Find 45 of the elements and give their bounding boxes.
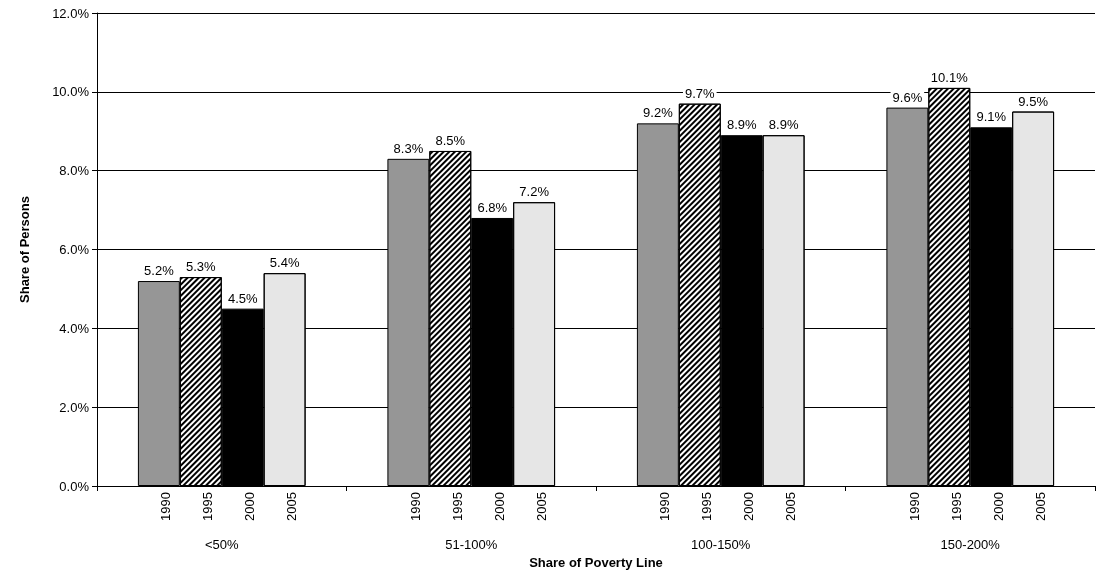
data-label: 8.5% [435,132,466,148]
data-label: 5.3% [185,259,217,275]
data-label: 9.2% [643,105,674,121]
text: 2005 [533,492,549,521]
data-label: 8.9% [726,117,757,133]
text: 2000 [491,492,507,521]
text: 2005 [783,492,799,521]
y-tick-label: 12.0% [52,5,90,21]
x-axis-title: Share of Poverty Line [529,554,663,570]
x-tick-label: 150-200% [940,537,1001,552]
text: 1990 [906,492,922,521]
text: 1990 [407,492,423,521]
y-tick-label: 8.0% [59,163,90,179]
data-label: 6.8% [477,199,508,215]
data-label: 10.1% [930,69,969,85]
data-label: 5.4% [269,255,300,271]
y-tick-label: 6.0% [59,242,90,257]
text: 2000 [741,492,757,521]
text: 2005 [284,492,300,521]
text: 2000 [990,492,1006,521]
x-tick-label: <50% [204,537,239,552]
text: 2000 [242,492,258,521]
text: 1995 [699,492,715,521]
data-label: 5.2% [144,263,175,279]
data-label: 8.9% [768,117,799,133]
y-tick-label: 2.0% [59,399,90,415]
y-axis-title: Share of Persons [17,196,32,303]
x-tick-label: 51-100% [445,537,498,552]
data-label: 9.7% [684,85,716,101]
text: 1990 [657,492,673,521]
data-label: 7.2% [519,184,550,200]
y-tick-label: 4.0% [59,320,90,336]
data-label: 9.6% [892,89,923,105]
y-tick-label: 0.0% [59,478,90,494]
data-label: 9.5% [1018,93,1049,109]
text: 1995 [449,492,465,521]
data-label: 9.1% [976,109,1007,125]
text: 1990 [158,492,174,521]
text: 1995 [948,492,964,521]
text: 2005 [1032,492,1048,521]
text: 1995 [200,492,216,521]
data-label: 8.3% [393,140,424,156]
y-tick-label: 10.0% [52,84,90,100]
x-tick-label: 100-150% [691,537,751,552]
data-label: 4.5% [227,290,258,306]
